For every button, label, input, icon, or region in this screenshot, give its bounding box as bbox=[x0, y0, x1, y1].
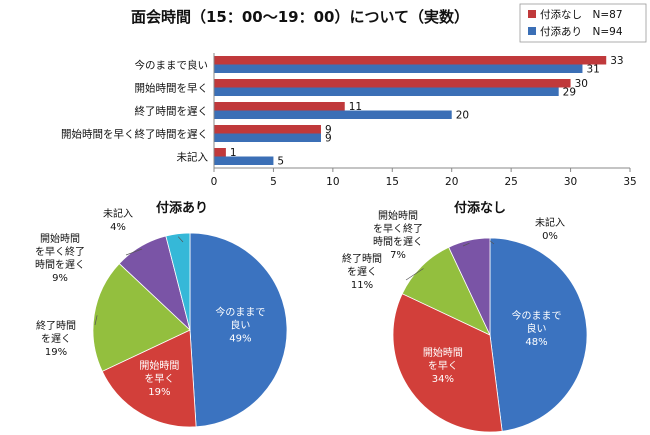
bar-data-label: 9 bbox=[325, 124, 332, 136]
category-label: 開始時間を早く終了時間を遅く bbox=[61, 128, 208, 141]
bar-data-label: 30 bbox=[575, 78, 588, 90]
bar-data-label: 5 bbox=[277, 156, 284, 168]
legend: 付添なし N=87 付添あり N=94 bbox=[519, 3, 647, 43]
category-label: 未記入 bbox=[177, 151, 209, 164]
x-tick-label: 35 bbox=[623, 176, 636, 188]
bar bbox=[214, 64, 583, 73]
x-tick-label: 25 bbox=[504, 176, 517, 188]
category-label: 今のままで良い bbox=[135, 59, 209, 72]
legend-entry: 付添あり N=94 bbox=[540, 25, 623, 38]
chart-title: 面会時間（15：00〜19：00）について（実数） bbox=[131, 8, 469, 26]
pie-leader-line bbox=[177, 236, 184, 243]
pie-slice-label: 開始時間を早く終了時間を遅く 9% bbox=[35, 232, 85, 284]
bar bbox=[214, 156, 274, 165]
pie-slice bbox=[489, 237, 588, 432]
bar-data-label: 1 bbox=[230, 147, 237, 159]
bar-data-label: 33 bbox=[610, 55, 623, 67]
pie-leader-line bbox=[489, 240, 495, 245]
bar-data-label: 29 bbox=[563, 87, 576, 99]
pie-slice bbox=[92, 263, 191, 372]
pie-slice-label: 開始時間を早く 34% bbox=[423, 346, 463, 385]
legend-box bbox=[519, 3, 647, 43]
bar bbox=[214, 125, 321, 134]
pie-slice-label: 終了時間を遅く 11% bbox=[342, 252, 382, 291]
legend-swatch bbox=[528, 10, 536, 18]
pie-slice-label: 開始時間を早く終了時間を遅く 7% bbox=[373, 209, 423, 261]
legend-swatch bbox=[528, 27, 536, 35]
x-tick-label: 5 bbox=[270, 176, 277, 188]
pie-slice-label: 未記入 0% bbox=[535, 216, 565, 242]
pie-title: 付添なし bbox=[454, 200, 506, 216]
bar bbox=[214, 133, 321, 142]
bar bbox=[214, 102, 345, 111]
pie-leader-line bbox=[405, 268, 424, 281]
bar bbox=[214, 148, 226, 157]
pie-slice bbox=[189, 232, 288, 428]
pie-slice bbox=[101, 329, 197, 428]
pie-slice-label: 今のままで良い 49% bbox=[215, 305, 265, 344]
bar-data-label: 9 bbox=[325, 133, 332, 145]
bar bbox=[214, 110, 452, 119]
pie-slice-label: 開始時間を早く 19% bbox=[139, 359, 179, 398]
bar bbox=[214, 56, 607, 65]
x-tick-label: 10 bbox=[326, 176, 339, 188]
category-label: 開始時間を早く bbox=[135, 82, 209, 95]
pie-slice bbox=[401, 246, 491, 336]
pie-slice-label: 今のままで良い 48% bbox=[511, 309, 561, 348]
pie-leader-line bbox=[462, 242, 470, 247]
pie-title: 付添あり bbox=[156, 200, 208, 216]
bar bbox=[214, 79, 571, 88]
legend-entry: 付添なし N=87 bbox=[540, 8, 623, 21]
bar-data-label: 20 bbox=[456, 110, 469, 122]
pie-slice-label: 未記入 4% bbox=[103, 207, 133, 233]
pie-slice bbox=[165, 232, 191, 331]
bar bbox=[214, 87, 559, 96]
x-tick-label: 0 bbox=[211, 176, 218, 188]
bar-data-label: 11 bbox=[349, 101, 362, 113]
x-tick-label: 15 bbox=[386, 176, 399, 188]
pie-slice-label: 終了時間を遅く 19% bbox=[36, 319, 76, 358]
pie-slice bbox=[448, 237, 491, 336]
x-tick-label: 30 bbox=[564, 176, 577, 188]
pie-leader-line bbox=[94, 315, 98, 326]
x-tick-label: 20 bbox=[445, 176, 458, 188]
pie-leader-line bbox=[125, 248, 143, 256]
bar-data-label: 31 bbox=[586, 64, 599, 76]
category-label: 終了時間を遅く bbox=[135, 105, 209, 118]
